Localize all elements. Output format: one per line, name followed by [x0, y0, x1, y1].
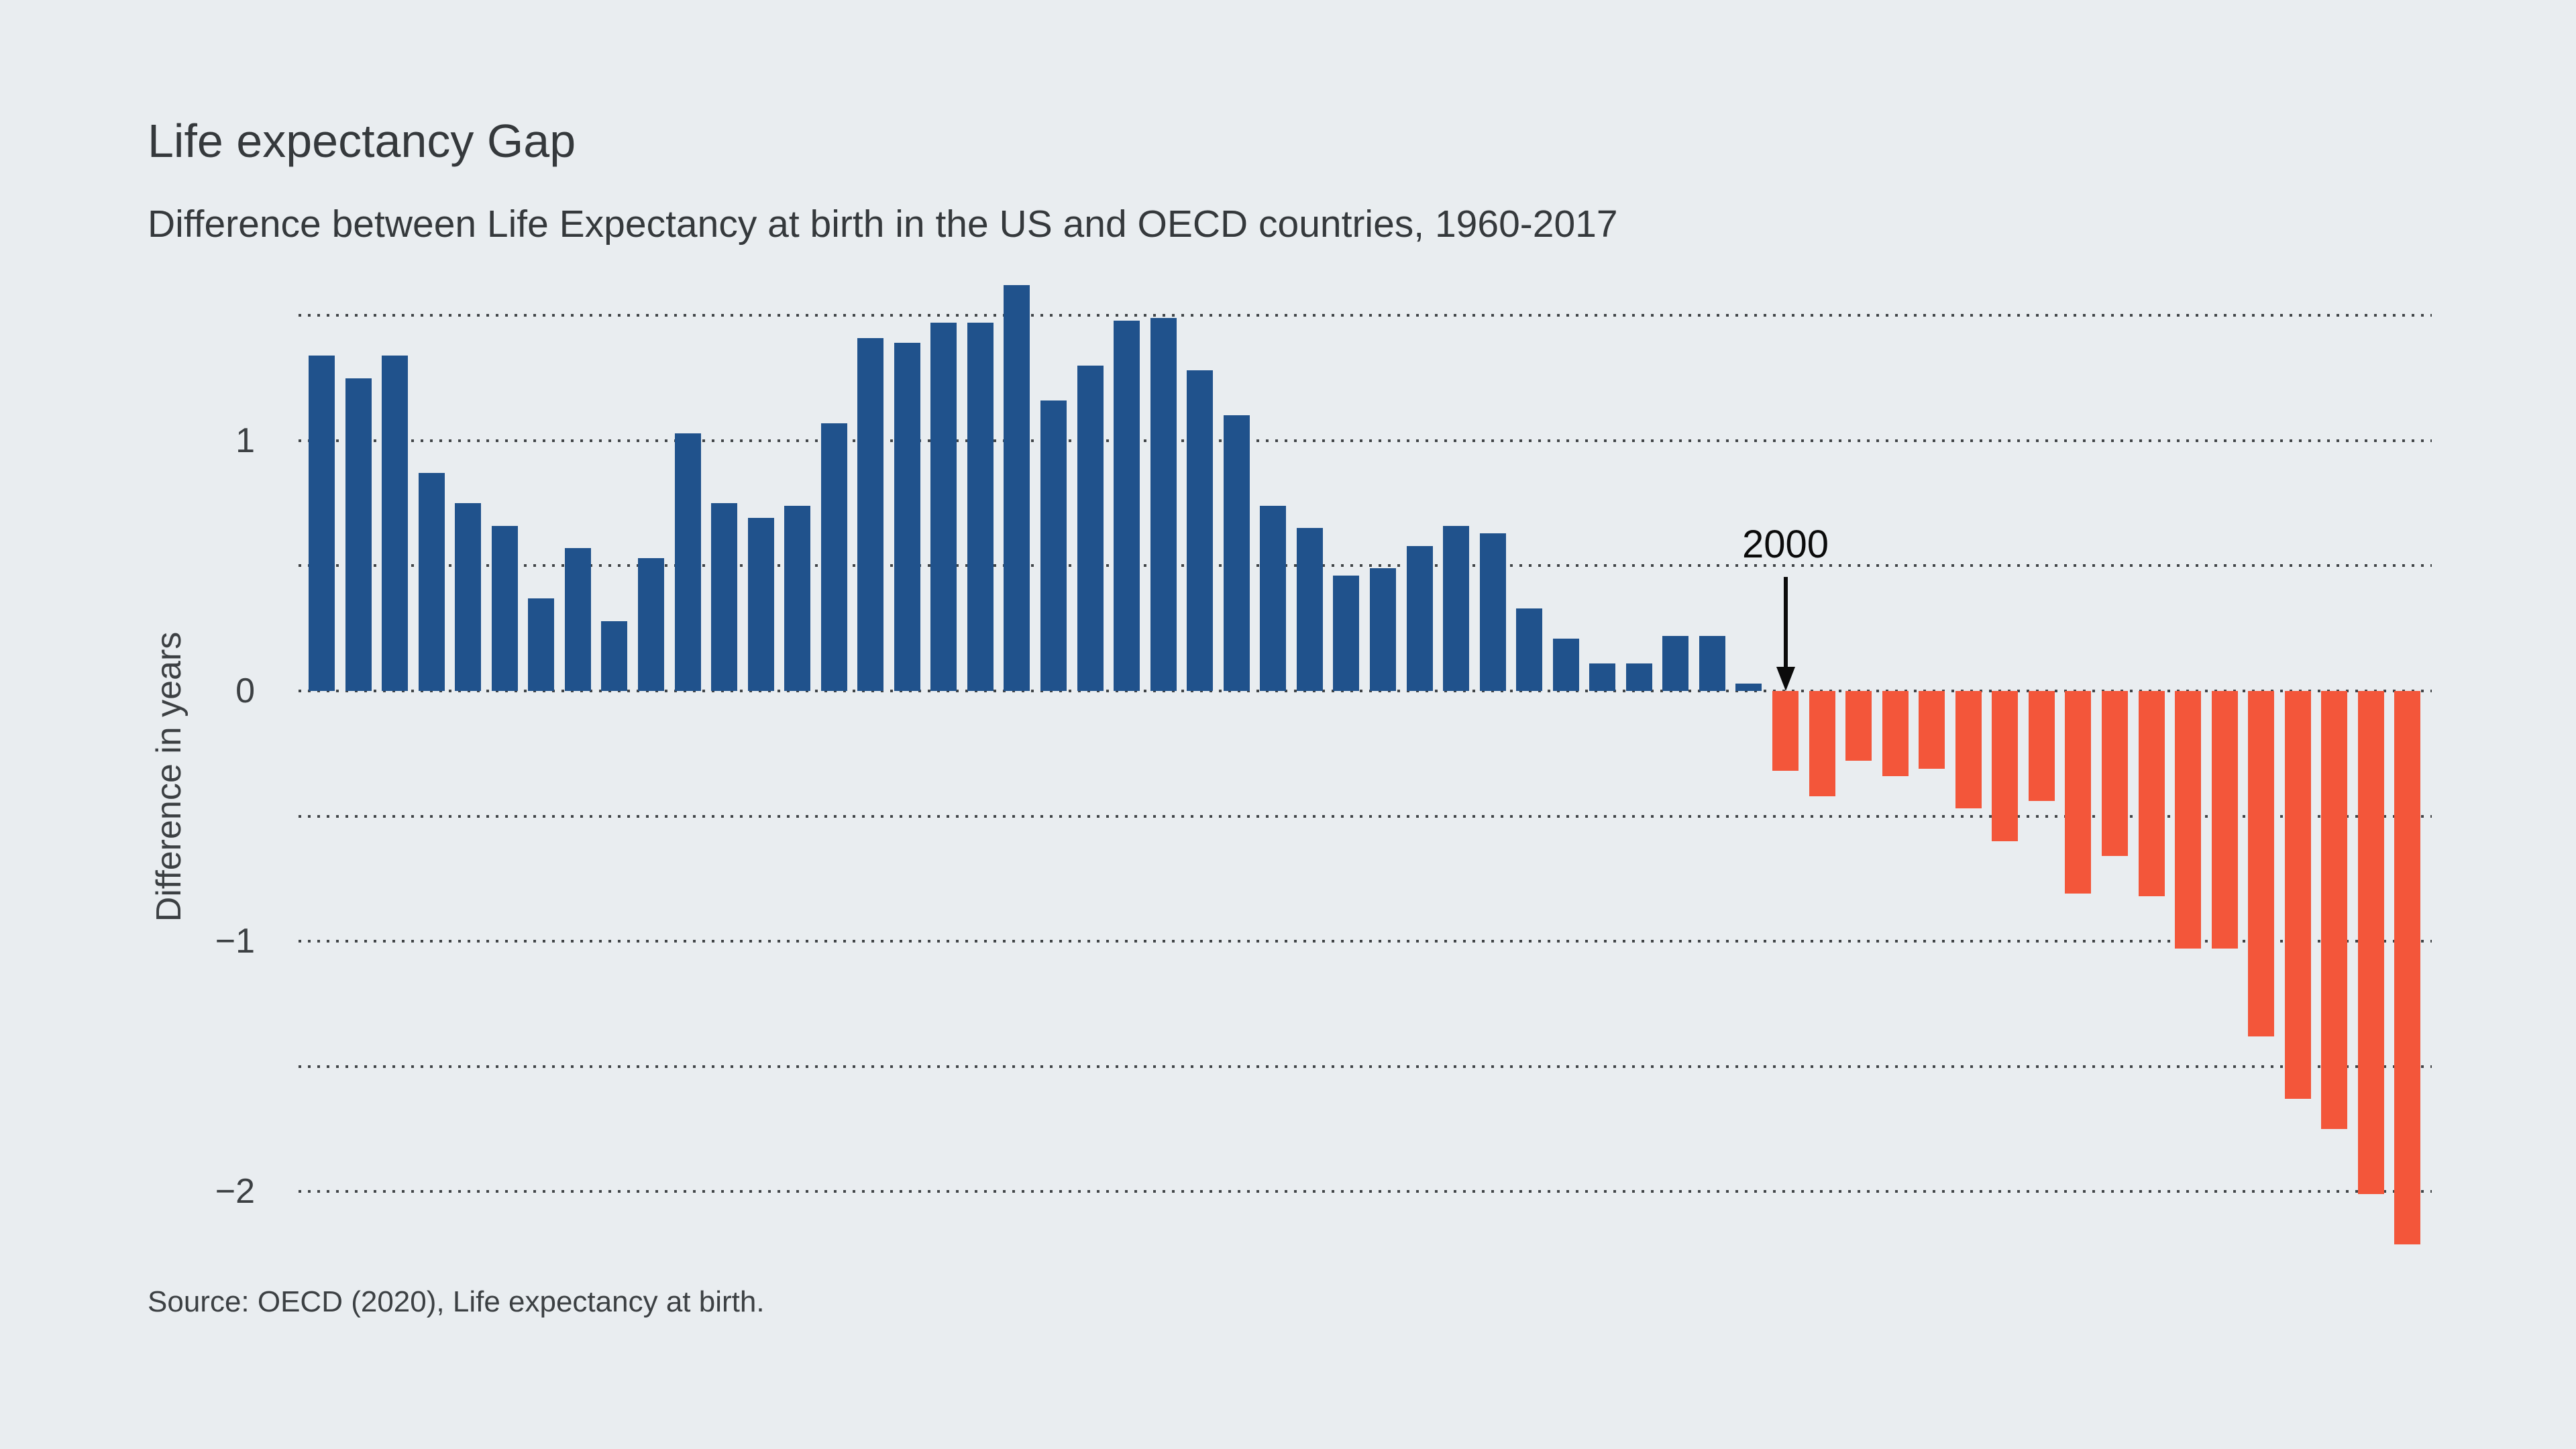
bar-1983 — [1150, 317, 1177, 691]
bar-1962 — [382, 355, 409, 691]
bar-1963 — [418, 473, 445, 691]
bar-1993 — [1516, 608, 1543, 691]
bar-2006 — [1992, 691, 2019, 841]
bar-1964 — [455, 503, 482, 691]
bar-1998 — [1699, 635, 1725, 691]
bar-2017 — [2394, 691, 2421, 1244]
y-tick-label: −2 — [215, 1172, 255, 1212]
bar-1975 — [857, 337, 884, 691]
bar-2015 — [2321, 691, 2348, 1130]
bar-1969 — [637, 558, 664, 691]
bar-2009 — [2101, 691, 2128, 857]
chart-subtitle: Difference between Life Expectancy at bi… — [148, 203, 1618, 246]
y-tick-label: 0 — [235, 672, 255, 710]
plot-area: 2000 — [299, 282, 2432, 1254]
bar-1966 — [528, 598, 555, 691]
bar-2016 — [2357, 691, 2384, 1195]
gridline — [299, 564, 2432, 568]
bar-2007 — [2028, 691, 2055, 802]
bar-1974 — [820, 423, 847, 691]
bar-2012 — [2211, 691, 2238, 949]
annotation-label: 2000 — [1741, 523, 1829, 566]
chart-title: Life expectancy Gap — [148, 115, 576, 167]
bar-2001 — [1809, 691, 1835, 796]
bar-1991 — [1443, 525, 1470, 691]
bar-2003 — [1882, 691, 1909, 776]
gridline — [299, 690, 2432, 692]
bar-1961 — [345, 378, 372, 691]
bar-1981 — [1077, 365, 1104, 691]
bar-1977 — [930, 323, 957, 691]
bar-1995 — [1589, 663, 1616, 691]
bar-1996 — [1625, 663, 1652, 691]
bar-1971 — [711, 503, 738, 691]
bar-1972 — [747, 518, 774, 691]
bar-1980 — [1040, 400, 1067, 691]
gridline — [299, 814, 2432, 818]
bar-1999 — [1735, 683, 1762, 691]
bar-1994 — [1552, 638, 1579, 691]
bar-2005 — [1955, 691, 1982, 809]
bar-1992 — [1479, 533, 1506, 691]
gridline — [299, 314, 2432, 317]
bar-1982 — [1114, 320, 1140, 691]
bar-1979 — [1004, 285, 1030, 691]
bar-1960 — [309, 355, 335, 691]
bar-1990 — [1406, 545, 1433, 691]
bar-1965 — [491, 525, 518, 691]
gridline — [299, 940, 2432, 943]
y-tick-label: 1 — [235, 421, 255, 460]
bar-2014 — [2284, 691, 2311, 1099]
bar-1967 — [564, 548, 591, 691]
bar-1978 — [967, 323, 994, 691]
annotation-arrow-head-icon — [1776, 667, 1795, 691]
bar-1970 — [674, 433, 701, 691]
bar-2000 — [1772, 691, 1799, 771]
bar-1985 — [1223, 415, 1250, 691]
bar-2013 — [2248, 691, 2275, 1037]
bar-2010 — [2138, 691, 2165, 897]
bar-2004 — [1919, 691, 1945, 769]
annotation-arrow-line — [1783, 577, 1788, 668]
bar-1989 — [1369, 568, 1396, 691]
gridline — [299, 439, 2432, 442]
source-note: Source: OECD (2020), Life expectancy at … — [148, 1285, 765, 1318]
bar-1973 — [784, 505, 811, 691]
bar-1988 — [1333, 576, 1360, 691]
bar-1997 — [1662, 635, 1689, 691]
bar-1968 — [601, 621, 628, 691]
bar-2008 — [2065, 691, 2092, 894]
y-tick-label: −1 — [215, 922, 255, 961]
bar-1984 — [1187, 370, 1214, 691]
bar-2002 — [1845, 691, 1872, 761]
bar-2011 — [2175, 691, 2202, 949]
gridline — [299, 1065, 2432, 1068]
bar-1986 — [1260, 505, 1287, 691]
bar-1987 — [1296, 528, 1323, 691]
bar-1976 — [894, 343, 920, 691]
gridline — [299, 1190, 2432, 1193]
